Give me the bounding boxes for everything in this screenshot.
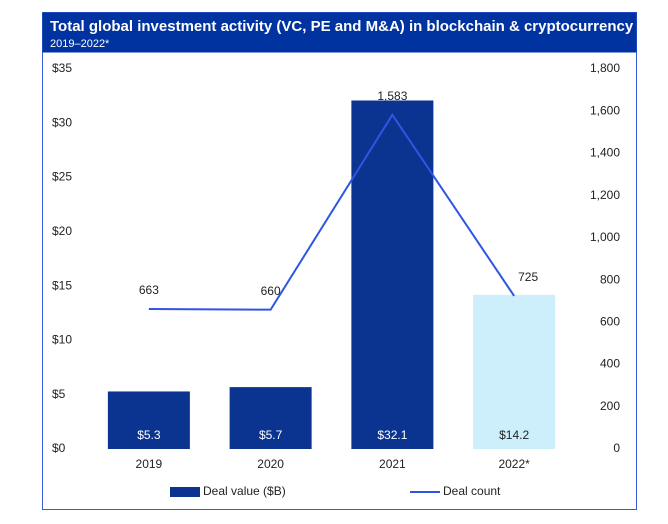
x-tick-label: 2019 bbox=[136, 457, 163, 471]
y2-tick-label: 1,400 bbox=[590, 146, 620, 160]
line-value-label: 725 bbox=[518, 270, 538, 284]
bar-value-label: $32.1 bbox=[377, 428, 407, 442]
bar-value-label: $5.3 bbox=[137, 428, 161, 442]
chart-title: Total global investment activity (VC, PE… bbox=[50, 18, 634, 35]
bar bbox=[229, 387, 312, 449]
bar bbox=[351, 100, 434, 449]
x-tick-label: 2021 bbox=[379, 457, 406, 471]
y-tick-label: $35 bbox=[52, 61, 72, 75]
y2-tick-label: 800 bbox=[600, 272, 620, 286]
y2-tick-label: 1,800 bbox=[590, 61, 620, 75]
y2-tick-label: 1,200 bbox=[590, 188, 620, 202]
y-tick-label: $10 bbox=[52, 333, 72, 347]
y-tick-label: $25 bbox=[52, 170, 72, 184]
y-tick-label: $5 bbox=[52, 387, 66, 401]
y-tick-label: $15 bbox=[52, 278, 72, 292]
line-value-label: 660 bbox=[261, 284, 281, 298]
chart-subtitle: 2019–2022* bbox=[50, 38, 110, 50]
y2-tick-label: 200 bbox=[600, 399, 620, 413]
line-value-label: 663 bbox=[139, 283, 159, 297]
y2-tick-label: 1,600 bbox=[590, 103, 620, 117]
legend-label: Deal value ($B) bbox=[203, 484, 286, 498]
x-tick-label: 2022* bbox=[498, 457, 530, 471]
bar bbox=[107, 391, 190, 449]
bar bbox=[473, 294, 556, 449]
x-tick-label: 2020 bbox=[257, 457, 284, 471]
y2-tick-label: 0 bbox=[613, 441, 620, 455]
legend-label: Deal count bbox=[443, 484, 501, 498]
y2-tick-label: 400 bbox=[600, 357, 620, 371]
line-value-label: 1,583 bbox=[377, 89, 407, 103]
header-band bbox=[42, 12, 637, 53]
y-tick-label: $30 bbox=[52, 115, 72, 129]
y2-tick-label: 1,000 bbox=[590, 230, 620, 244]
bar-value-label: $5.7 bbox=[259, 428, 283, 442]
bar-value-label: $14.2 bbox=[499, 428, 529, 442]
line bbox=[148, 112, 515, 311]
legend-swatch bbox=[170, 487, 200, 497]
y-tick-label: $0 bbox=[52, 441, 66, 455]
y-tick-label: $20 bbox=[52, 224, 72, 238]
y2-tick-label: 600 bbox=[600, 315, 620, 329]
